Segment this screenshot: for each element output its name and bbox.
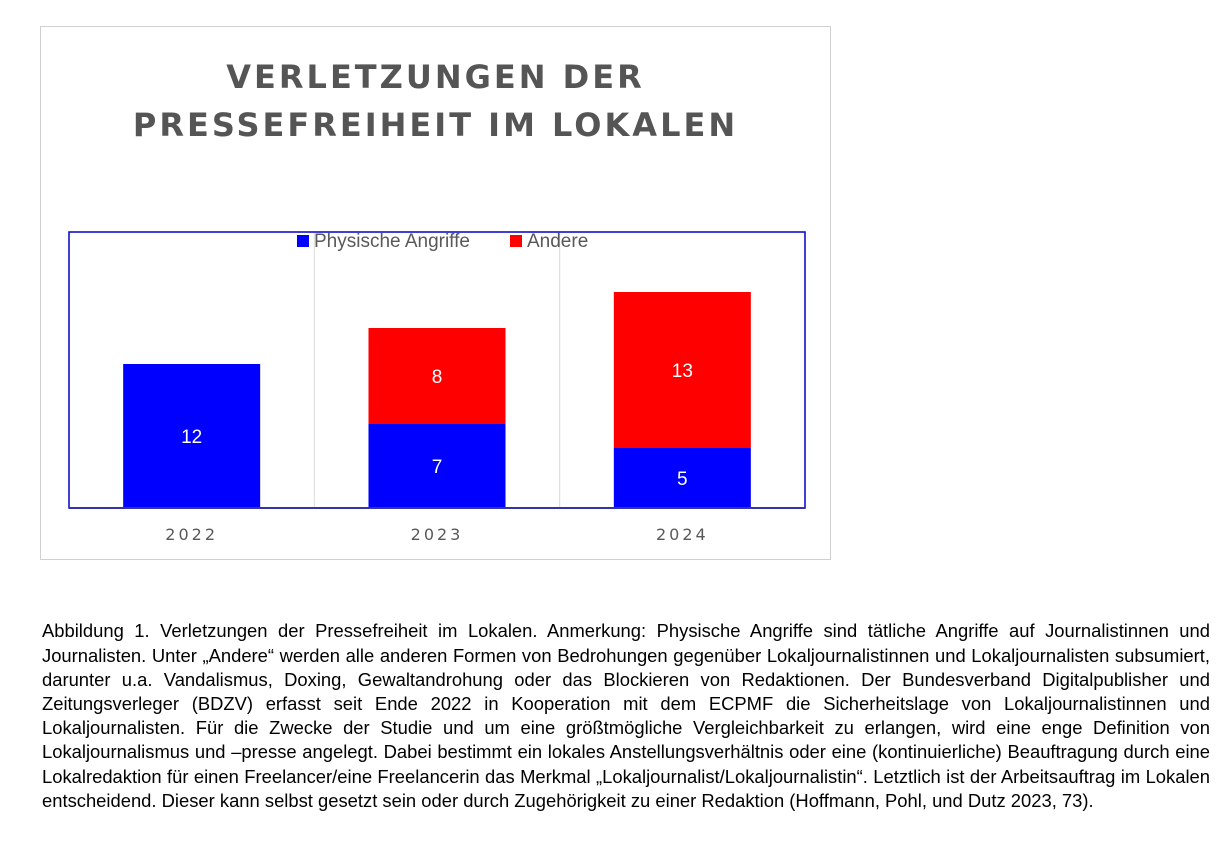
data-label: 13: [672, 361, 693, 382]
bar-2024-andere: [613, 292, 751, 448]
bar-2023-andere: [368, 328, 506, 424]
data-label: 8: [432, 367, 443, 388]
bar-2024-physische-angriffe: [613, 448, 751, 508]
chart-title-line-1: VERLETZUNGEN DER: [226, 58, 645, 96]
figure-caption: Abbildung 1. Verletzungen der Pressefrei…: [42, 620, 1210, 811]
chart-title: VERLETZUNGEN DER PRESSEFREIHEIT IM LOKAL…: [41, 53, 830, 149]
x-tick-label: 2022: [165, 525, 218, 544]
bar-chart: 12 2022 7 8 2023 5 13 2024 Physische Angriffe And…: [68, 231, 806, 544]
data-label: 5: [677, 469, 688, 490]
legend-physische-angriffe-swatch: [297, 235, 309, 247]
data-label: 7: [432, 457, 443, 478]
x-tick-label: 2024: [656, 525, 709, 544]
legend-andere-swatch: [510, 235, 522, 247]
bar-2022-physische-angriffe: [123, 364, 261, 508]
data-label: 12: [181, 427, 202, 448]
legend-physische-angriffe-label: Physische Angriffe: [314, 231, 470, 252]
chart-container: VERLETZUNGEN DER PRESSEFREIHEIT IM LOKAL…: [40, 26, 831, 560]
x-tick-label: 2023: [411, 525, 464, 544]
legend-andere-label: Andere: [527, 231, 588, 252]
chart-title-line-2: PRESSEFREIHEIT IM LOKALEN: [132, 106, 739, 144]
bar-2023-physische-angriffe: [368, 424, 506, 508]
